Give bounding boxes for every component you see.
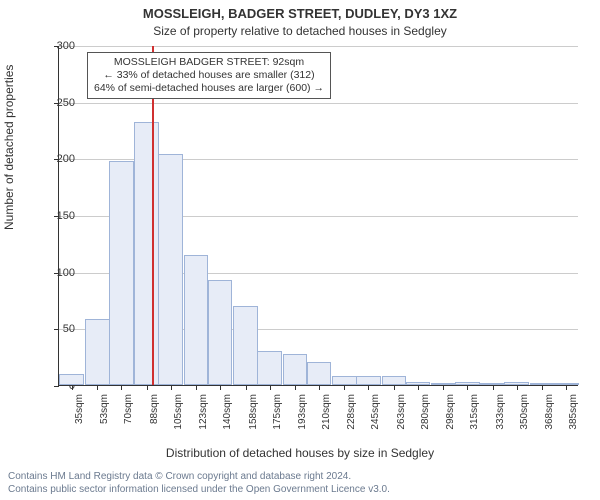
x-tick-label: 158sqm bbox=[248, 394, 259, 444]
x-tick-mark bbox=[270, 385, 271, 390]
y-axis-label: Number of detached properties bbox=[2, 65, 16, 230]
footer-attribution: Contains HM Land Registry data © Crown c… bbox=[8, 471, 592, 496]
x-tick-mark bbox=[121, 385, 122, 390]
footer-line1: Contains HM Land Registry data © Crown c… bbox=[8, 471, 592, 484]
x-tick-label: 350sqm bbox=[519, 394, 530, 444]
footer-line2: Contains public sector information licen… bbox=[8, 484, 592, 497]
x-axis-label: Distribution of detached houses by size … bbox=[0, 446, 600, 460]
x-tick-mark bbox=[566, 385, 567, 390]
x-tick-label: 315sqm bbox=[469, 394, 480, 444]
annotation-line3: 64% of semi-detached houses are larger (… bbox=[94, 82, 324, 95]
x-tick-mark bbox=[295, 385, 296, 390]
x-tick-label: 35sqm bbox=[74, 394, 85, 444]
x-tick-label: 105sqm bbox=[173, 394, 184, 444]
histogram-bar bbox=[554, 383, 579, 385]
x-tick-mark bbox=[467, 385, 468, 390]
plot-area: MOSSLEIGH BADGER STREET: 92sqm ← 33% of … bbox=[58, 46, 578, 386]
histogram-bar bbox=[530, 383, 555, 385]
x-tick-mark bbox=[97, 385, 98, 390]
x-tick-mark bbox=[196, 385, 197, 390]
x-tick-label: 263sqm bbox=[396, 394, 407, 444]
x-tick-label: 333sqm bbox=[495, 394, 506, 444]
x-tick-mark bbox=[394, 385, 395, 390]
histogram-bar bbox=[431, 383, 456, 385]
x-tick-label: 140sqm bbox=[222, 394, 233, 444]
x-tick-label: 368sqm bbox=[544, 394, 555, 444]
histogram-bar bbox=[307, 362, 332, 385]
chart-subtitle: Size of property relative to detached ho… bbox=[0, 24, 600, 38]
x-tick-label: 175sqm bbox=[272, 394, 283, 444]
chart-frame: MOSSLEIGH, BADGER STREET, DUDLEY, DY3 1X… bbox=[0, 0, 600, 500]
histogram-bar bbox=[332, 376, 357, 385]
chart-title: MOSSLEIGH, BADGER STREET, DUDLEY, DY3 1X… bbox=[0, 6, 600, 21]
histogram-bar bbox=[504, 382, 529, 385]
x-tick-mark bbox=[171, 385, 172, 390]
x-tick-label: 228sqm bbox=[346, 394, 357, 444]
annotation-box: MOSSLEIGH BADGER STREET: 92sqm ← 33% of … bbox=[87, 52, 331, 99]
x-tick-label: 88sqm bbox=[149, 394, 160, 444]
x-tick-label: 298sqm bbox=[445, 394, 456, 444]
histogram-bar bbox=[382, 376, 407, 385]
histogram-bar bbox=[406, 382, 431, 385]
x-tick-label: 70sqm bbox=[123, 394, 134, 444]
histogram-bar bbox=[455, 382, 480, 385]
histogram-bar bbox=[184, 255, 209, 385]
x-tick-mark bbox=[344, 385, 345, 390]
histogram-bar bbox=[480, 383, 505, 385]
x-tick-mark bbox=[517, 385, 518, 390]
x-tick-mark bbox=[443, 385, 444, 390]
x-tick-label: 53sqm bbox=[99, 394, 110, 444]
x-tick-mark bbox=[418, 385, 419, 390]
histogram-bar bbox=[59, 374, 84, 385]
x-tick-mark bbox=[493, 385, 494, 390]
x-tick-label: 245sqm bbox=[370, 394, 381, 444]
histogram-bar bbox=[283, 354, 308, 385]
x-tick-mark bbox=[147, 385, 148, 390]
histogram-bar bbox=[208, 280, 233, 385]
histogram-bar bbox=[134, 122, 159, 385]
x-tick-mark bbox=[220, 385, 221, 390]
x-tick-label: 385sqm bbox=[568, 394, 579, 444]
x-tick-mark bbox=[319, 385, 320, 390]
x-tick-mark bbox=[246, 385, 247, 390]
histogram-bar bbox=[109, 161, 134, 385]
annotation-line1: MOSSLEIGH BADGER STREET: 92sqm bbox=[94, 56, 324, 69]
histogram-bar bbox=[356, 376, 381, 385]
x-tick-label: 123sqm bbox=[198, 394, 209, 444]
x-tick-label: 193sqm bbox=[297, 394, 308, 444]
histogram-bar bbox=[233, 306, 258, 385]
x-tick-mark bbox=[542, 385, 543, 390]
x-tick-label: 280sqm bbox=[420, 394, 431, 444]
x-tick-label: 210sqm bbox=[321, 394, 332, 444]
annotation-line2: ← 33% of detached houses are smaller (31… bbox=[94, 69, 324, 82]
histogram-bar bbox=[158, 154, 183, 385]
histogram-bar bbox=[257, 351, 282, 385]
x-tick-mark bbox=[368, 385, 369, 390]
histogram-bar bbox=[85, 319, 110, 385]
